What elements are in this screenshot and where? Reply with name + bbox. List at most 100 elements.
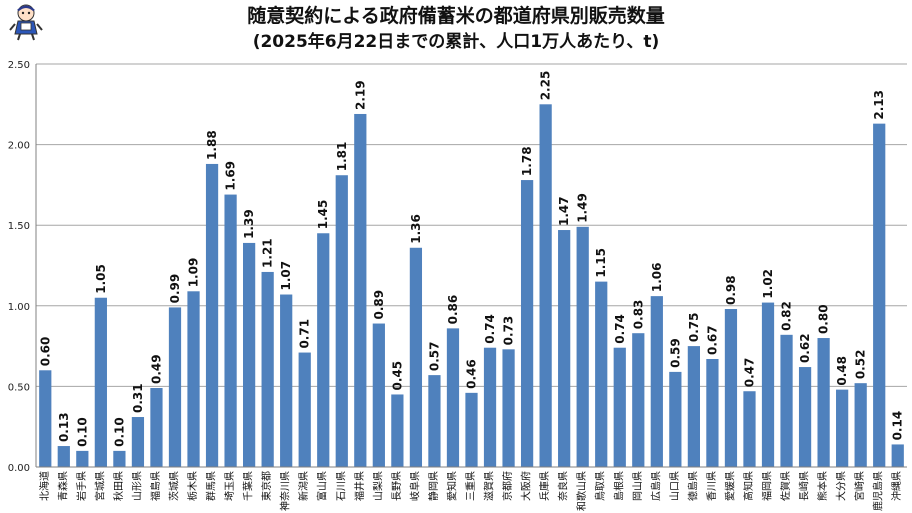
value-label: 1.21 xyxy=(261,238,275,268)
value-label: 1.49 xyxy=(576,193,590,223)
bar xyxy=(817,338,830,467)
value-label: 0.60 xyxy=(38,337,52,367)
x-tick-label: 宮崎県 xyxy=(853,471,866,501)
x-tick-label: 富山県 xyxy=(316,471,329,501)
bars xyxy=(39,104,904,468)
x-tick-label: 広島県 xyxy=(649,471,662,501)
value-label: 0.57 xyxy=(427,342,441,372)
bar xyxy=(483,347,497,467)
value-label: 1.06 xyxy=(650,263,664,293)
x-tick-label: 三重県 xyxy=(464,471,477,501)
value-label: 1.39 xyxy=(242,209,256,239)
x-tick-label: 千葉県 xyxy=(242,471,255,501)
value-label: 0.99 xyxy=(168,274,182,304)
bar xyxy=(798,367,812,467)
x-tick-label: 愛知県 xyxy=(445,471,458,501)
value-label: 1.02 xyxy=(761,269,775,299)
bar xyxy=(743,391,756,467)
x-tick-label: 栃木県 xyxy=(186,471,199,501)
x-tick-label: 新潟県 xyxy=(297,471,310,501)
bar xyxy=(891,444,904,467)
chart-title: 随意契約による政府備蓄米の都道府県別販売数量 xyxy=(247,5,665,27)
x-tick-label: 香川県 xyxy=(706,471,718,501)
x-tick-label: 岐阜県 xyxy=(408,471,421,501)
bar xyxy=(76,450,89,467)
bar xyxy=(57,446,70,467)
axes xyxy=(35,64,907,468)
x-tick-label: 和歌山県 xyxy=(575,471,588,511)
x-tick-label: 兵庫県 xyxy=(538,471,551,501)
bar xyxy=(446,328,460,467)
bar xyxy=(539,104,552,468)
x-tick-label: 熊本県 xyxy=(816,471,829,501)
value-label: 0.62 xyxy=(798,333,812,363)
bar xyxy=(465,392,478,467)
value-label: 1.69 xyxy=(224,161,238,191)
gridlines xyxy=(36,63,907,468)
value-label: 0.14 xyxy=(891,411,905,441)
value-label: 0.67 xyxy=(705,325,719,355)
value-label: 0.46 xyxy=(465,359,479,389)
value-label: 0.52 xyxy=(854,350,868,380)
bar xyxy=(113,450,126,467)
bar xyxy=(280,294,293,467)
chart-subtitle: (2025年6月22日までの累計、人口1万人あたり、t) xyxy=(252,32,660,52)
bar xyxy=(780,334,793,467)
x-tick-label: 北海道 xyxy=(38,471,51,501)
bar xyxy=(187,291,200,467)
bar xyxy=(502,349,515,467)
bar xyxy=(650,296,663,467)
value-label: 1.81 xyxy=(335,142,349,172)
value-label: 2.19 xyxy=(353,80,367,110)
x-tick-label: 奈良県 xyxy=(557,471,570,501)
y-tick-label: 1.00 xyxy=(8,302,30,313)
y-tick-label: 0.50 xyxy=(8,382,30,393)
x-tick-label: 青森県 xyxy=(56,471,69,501)
y-tick-label: 2.50 xyxy=(8,60,30,71)
bar xyxy=(669,371,682,467)
x-tick-label: 茨城県 xyxy=(167,471,180,501)
bar xyxy=(761,302,775,467)
value-label: 0.45 xyxy=(390,361,404,391)
x-tick-label: 宮城県 xyxy=(93,471,106,501)
value-label: 0.86 xyxy=(446,295,460,325)
mascot-icon xyxy=(9,4,43,41)
x-tick-label: 山口県 xyxy=(669,471,681,501)
value-label: 0.98 xyxy=(724,275,738,305)
value-label: 0.82 xyxy=(780,301,794,331)
x-tick-label: 鹿児島県 xyxy=(872,471,885,511)
value-label: 1.78 xyxy=(520,146,534,176)
x-tick-label: 石川県 xyxy=(335,471,347,501)
bar xyxy=(205,163,219,467)
x-tick-label: 佐賀県 xyxy=(780,471,792,501)
x-tick-label: 岡山県 xyxy=(632,471,644,501)
value-label: 0.10 xyxy=(75,417,89,447)
value-label: 0.80 xyxy=(817,304,831,334)
x-tick-label: 徳島県 xyxy=(686,471,699,501)
value-label: 0.13 xyxy=(57,412,71,442)
bar xyxy=(558,230,571,467)
x-tick-label: 愛媛県 xyxy=(723,471,736,501)
bar xyxy=(576,226,589,467)
value-label: 0.74 xyxy=(613,314,627,344)
x-tick-label: 大分県 xyxy=(835,471,848,501)
value-label: 1.88 xyxy=(205,130,219,160)
bar xyxy=(150,388,163,467)
bar xyxy=(873,123,886,468)
value-label: 1.09 xyxy=(187,258,201,288)
value-label: 2.25 xyxy=(539,71,553,101)
bar xyxy=(632,333,645,467)
bar xyxy=(354,113,367,468)
bar xyxy=(335,175,348,467)
y-tick-label: 1.50 xyxy=(8,221,30,232)
value-label: 1.07 xyxy=(279,261,293,291)
x-tick-label: 大阪府 xyxy=(520,471,533,501)
bar xyxy=(372,323,385,467)
value-label: 0.73 xyxy=(502,316,516,346)
value-label: 0.74 xyxy=(483,314,497,344)
x-tick-label: 鳥取県 xyxy=(594,471,607,501)
bar xyxy=(854,383,867,467)
bar xyxy=(520,180,534,467)
bar xyxy=(317,233,330,467)
x-tick-label: 東京都 xyxy=(260,471,273,501)
